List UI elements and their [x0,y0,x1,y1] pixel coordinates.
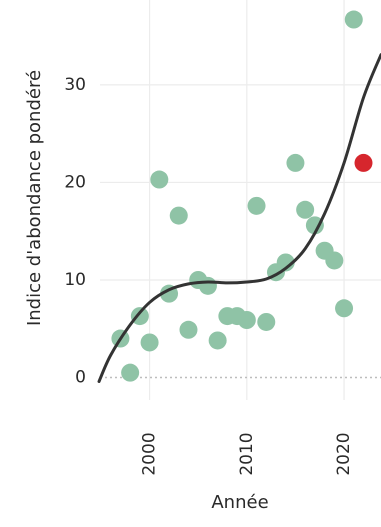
data-point [198,276,217,295]
data-point [121,363,140,382]
data-point [325,251,344,270]
trend-line-layer [97,53,381,383]
x-tick-label: 2000 [140,432,160,475]
y-axis-title: Indice d'abondance pondéré [24,70,45,326]
x-tick-labels: 2000 2010 2020 [140,432,354,475]
data-point [276,253,295,272]
x-tick-label: 2020 [334,432,354,475]
x-tick-label: 2010 [237,432,257,475]
y-tick-labels: 0 10 20 30 [64,75,86,388]
data-point [150,170,169,189]
data-point [344,10,363,29]
data-point [257,312,276,331]
y-tick-label: 0 [75,368,86,388]
data-point [130,307,149,326]
y-tick-label: 30 [64,75,86,95]
y-tick-label: 20 [64,172,86,192]
data-point [286,153,305,172]
data-point [335,299,354,318]
data-point [305,216,324,235]
highlight-point [354,153,373,172]
data-point [140,333,159,352]
data-point [208,331,227,350]
data-point [169,206,188,225]
x-axis-title: Année [211,492,268,513]
trend-line [97,53,381,383]
y-tick-label: 10 [64,270,86,290]
points-layer [111,10,373,382]
data-point [296,200,315,219]
data-point [179,320,198,339]
data-point [247,196,266,215]
grid-layer [100,0,381,400]
data-point [237,311,256,329]
